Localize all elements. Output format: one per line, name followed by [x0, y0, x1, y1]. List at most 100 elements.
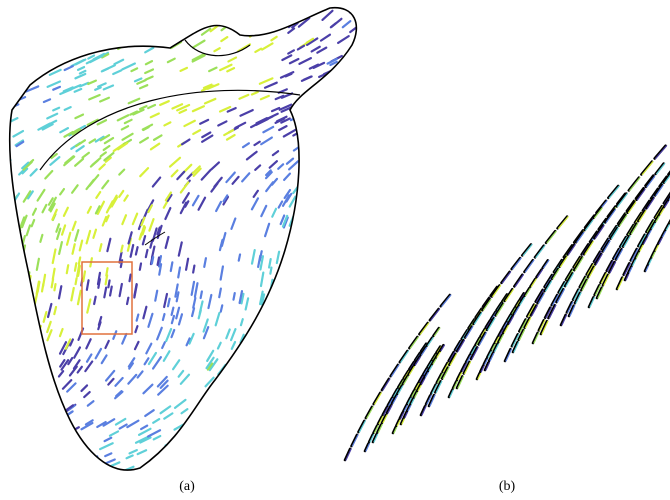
- hatch-stroke: [75, 139, 87, 148]
- streak-segment: [565, 300, 574, 314]
- hatch-stroke: [238, 10, 248, 20]
- hatch-stroke: [221, 371, 230, 381]
- hatch-stroke: [32, 472, 45, 477]
- streak-segment: [430, 357, 437, 366]
- streak-color: [505, 348, 513, 362]
- streak-segment: [580, 243, 590, 256]
- hatch-stroke: [144, 60, 154, 66]
- hatch-stroke: [330, 113, 343, 121]
- hatch-stroke: [41, 203, 48, 214]
- hatch-stroke: [319, 267, 323, 276]
- streak-segment: [573, 256, 584, 272]
- hatch-stroke: [46, 320, 52, 334]
- hatch-stroke: [9, 389, 19, 401]
- hatch-stroke: [104, 156, 112, 163]
- hatch-stroke: [292, 416, 305, 425]
- hatch-stroke: [241, 142, 250, 149]
- hatch-stroke: [24, 425, 36, 433]
- streak-segment: [512, 305, 520, 316]
- hatch-stroke: [144, 248, 149, 259]
- hatch-stroke: [265, 181, 275, 193]
- hatch-stroke: [32, 39, 44, 48]
- hatch-stroke: [331, 100, 343, 107]
- hatch-stroke: [281, 391, 291, 400]
- hatch-stroke: [200, 424, 215, 434]
- hatch-stroke: [287, 408, 298, 416]
- streak-segment: [477, 331, 487, 346]
- streak-segment: [396, 384, 404, 396]
- hatch-stroke: [29, 73, 40, 80]
- hatch-stroke: [295, 253, 300, 264]
- streak-segment: [500, 293, 509, 303]
- streak-color: [435, 380, 443, 393]
- hatch-stroke: [305, 260, 311, 277]
- hatch-stroke: [145, 342, 153, 355]
- hatch-stroke: [348, 7, 357, 14]
- hatch-stroke: [277, 291, 282, 306]
- streak-segment: [409, 397, 415, 406]
- streak-color: [576, 231, 585, 243]
- hatch-stroke: [149, 238, 154, 249]
- hatch-stroke: [306, 401, 315, 409]
- crease: [144, 231, 166, 246]
- streak-segment: [537, 318, 546, 332]
- hatch-stroke: [339, 162, 350, 173]
- hatch-stroke: [288, 160, 300, 171]
- streak-segment: [460, 362, 467, 373]
- hatch-stroke: [128, 362, 134, 370]
- hatch-stroke: [226, 425, 238, 432]
- hatch-stroke: [177, 7, 188, 16]
- hatch-stroke: [9, 384, 17, 395]
- hatch-stroke: [331, 330, 338, 343]
- hatch-stroke: [234, 121, 247, 129]
- hatch-stroke: [337, 89, 352, 97]
- hatch-stroke: [175, 291, 180, 303]
- hatch-stroke: [82, 270, 87, 283]
- streak-color: [393, 388, 399, 398]
- hatch-stroke: [162, 350, 171, 362]
- streak-segment: [511, 340, 519, 354]
- hatch-stroke: [18, 216, 26, 231]
- hatch-stroke: [193, 282, 199, 298]
- hatch-stroke: [152, 134, 163, 141]
- streak-color: [524, 259, 535, 273]
- streak-color: [369, 434, 375, 443]
- streak-color: [587, 263, 595, 275]
- streak-color: [527, 304, 536, 318]
- hatch-stroke: [149, 112, 160, 119]
- hatch-stroke: [51, 208, 58, 221]
- hatch-stroke: [299, 250, 304, 263]
- hatch-stroke: [317, 258, 322, 272]
- hatch-stroke: [331, 417, 343, 426]
- hatch-stroke: [104, 274, 109, 286]
- zoom-box: [81, 261, 133, 335]
- streak-color: [492, 284, 502, 298]
- streak-color: [392, 395, 398, 404]
- hatch-stroke: [63, 130, 74, 138]
- streak-segment: [578, 275, 587, 289]
- hatch-stroke: [51, 440, 62, 447]
- streak-color: [407, 397, 412, 405]
- streak-segment: [497, 328, 504, 337]
- hatch-stroke: [146, 26, 155, 34]
- hatch-stroke: [164, 191, 172, 202]
- hatch-stroke: [170, 169, 179, 178]
- streak-segment: [543, 279, 552, 293]
- streak-color: [414, 391, 419, 398]
- hatch-stroke: [59, 127, 70, 134]
- hatch-stroke: [279, 214, 286, 226]
- streak-color: [415, 382, 420, 390]
- hatch-stroke: [50, 277, 55, 289]
- hatch-stroke: [161, 341, 166, 350]
- hatch-stroke: [206, 362, 214, 371]
- streak-color: [457, 372, 463, 381]
- streak-color: [556, 288, 565, 303]
- hatch-stroke: [2, 213, 6, 221]
- hatch-stroke: [296, 44, 306, 51]
- hatch-stroke: [36, 24, 46, 32]
- hatch-stroke: [59, 187, 66, 196]
- hatch-stroke: [139, 436, 152, 444]
- hatch-stroke: [354, 419, 357, 425]
- hatch-stroke: [269, 266, 273, 275]
- hatch-stroke: [144, 68, 155, 75]
